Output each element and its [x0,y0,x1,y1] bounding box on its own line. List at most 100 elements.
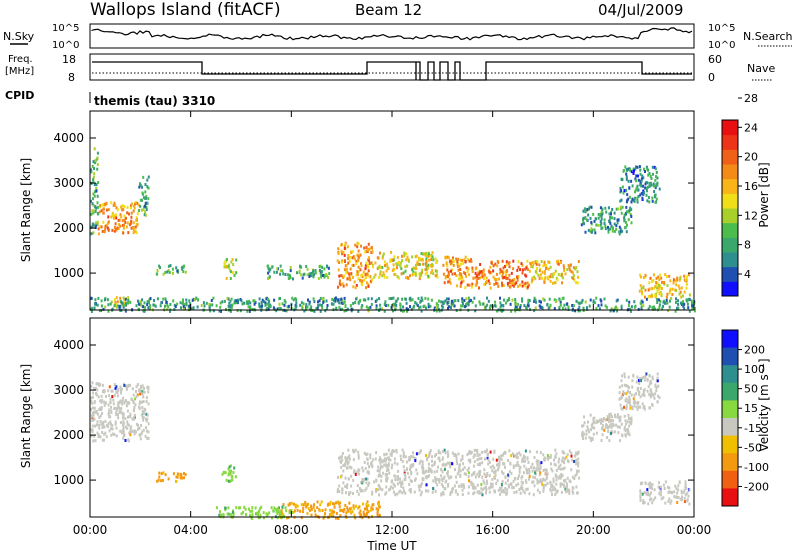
scatter-cell [542,469,545,472]
scatter-cell [674,309,677,313]
scatter-cell [581,432,583,436]
scatter-cell [563,269,566,273]
scatter-cell [594,301,597,305]
scatter-cell [326,265,329,269]
scatter-cell [122,425,125,429]
scatter-cell [349,304,352,308]
scatter-cell [363,478,365,481]
scatter-cell [561,456,564,460]
scatter-cell [144,213,147,217]
scatter-cell [500,454,503,458]
scatter-cell [110,427,113,431]
scatter-cell [103,230,106,234]
scatter-cell [284,506,287,510]
scatter-cell [477,276,480,280]
scatter-cell [357,506,360,510]
scatter-cell [229,472,232,476]
colorbar-swatch [722,208,738,224]
scatter-cell [175,266,178,270]
scatter-cell [325,273,328,276]
scatter-cell [430,271,433,275]
scatter-cell [659,490,662,494]
scatter-cell [266,307,269,310]
scatter-cell [203,304,206,308]
scatter-cell [229,299,232,303]
scatter-cell [145,208,148,212]
scatter-cell [566,302,569,306]
scatter-cell [358,253,361,257]
scatter-cell [351,510,354,514]
scatter-cell [631,385,634,389]
scatter-cell [209,309,212,313]
scatter-cell [528,467,531,471]
scatter-cell [220,309,222,313]
scatter-cell [624,221,627,224]
scatter-cell [427,454,430,458]
scatter-cell [363,513,366,517]
scatter-cell [650,393,652,397]
scatter-cell [94,205,97,209]
scatter-cell [349,465,352,469]
scatter-cell [425,264,428,268]
scatter-cell [495,281,498,285]
scatter-cell [420,490,423,494]
scatter-cell [467,471,470,475]
scatter-cell [447,301,450,304]
scatter-cell [537,459,540,463]
scatter-cell [153,299,155,303]
scatter-cell [133,432,136,436]
scatter-cell [393,268,396,272]
scatter-cell [507,478,509,482]
scatter-cell [630,221,633,225]
scatter-cell [442,263,445,267]
colorbar-tick-label: -200 [744,480,769,493]
scatter-cell [126,297,129,300]
scatter-cell [128,401,131,405]
scatter-cell [472,455,475,459]
scatter-cell [156,297,159,301]
scatter-cell [562,450,564,454]
scatter-cell [427,263,430,267]
scatter-cell [366,462,369,465]
scatter-cell [545,477,548,481]
scatter-cell [115,385,118,389]
scatter-cell [512,465,515,469]
scatter-cell [540,300,542,304]
scatter-cell [126,211,129,215]
scatter-cell [498,463,501,467]
scatter-cell [117,227,120,230]
scatter-cell [604,304,607,308]
scatter-cell [512,267,515,271]
scatter-cell [431,255,434,259]
scatter-cell [142,418,145,422]
scatter-cell [625,397,628,401]
scatter-cell [275,510,278,514]
scatter-cell [475,279,478,283]
scatter-cell [488,307,491,310]
scatter-cell [341,458,344,462]
scatter-cell [138,185,141,189]
scatter-cell [604,206,607,210]
scatter-cell [656,301,659,304]
scatter-cell [221,300,224,304]
scatter-cell [237,298,240,302]
scatter-cell [516,307,519,311]
scatter-cell [521,299,524,303]
scatter-cell [366,512,369,516]
scatter-cell [131,429,134,433]
scatter-cell [258,297,261,301]
scatter-cell [386,466,389,470]
scatter-cell [434,477,437,480]
scatter-cell [354,286,357,290]
scatter-cell [137,423,139,427]
scatter-cell [489,482,492,486]
scatter-cell [127,400,130,404]
scatter-cell [584,436,587,440]
scatter-cell [152,303,155,307]
scatter-cell [442,477,445,480]
scatter-cell [603,297,606,301]
velocity-scatter [90,372,691,520]
scatter-cell [230,305,233,309]
scatter-cell [521,280,524,284]
scatter-cell [362,510,365,514]
